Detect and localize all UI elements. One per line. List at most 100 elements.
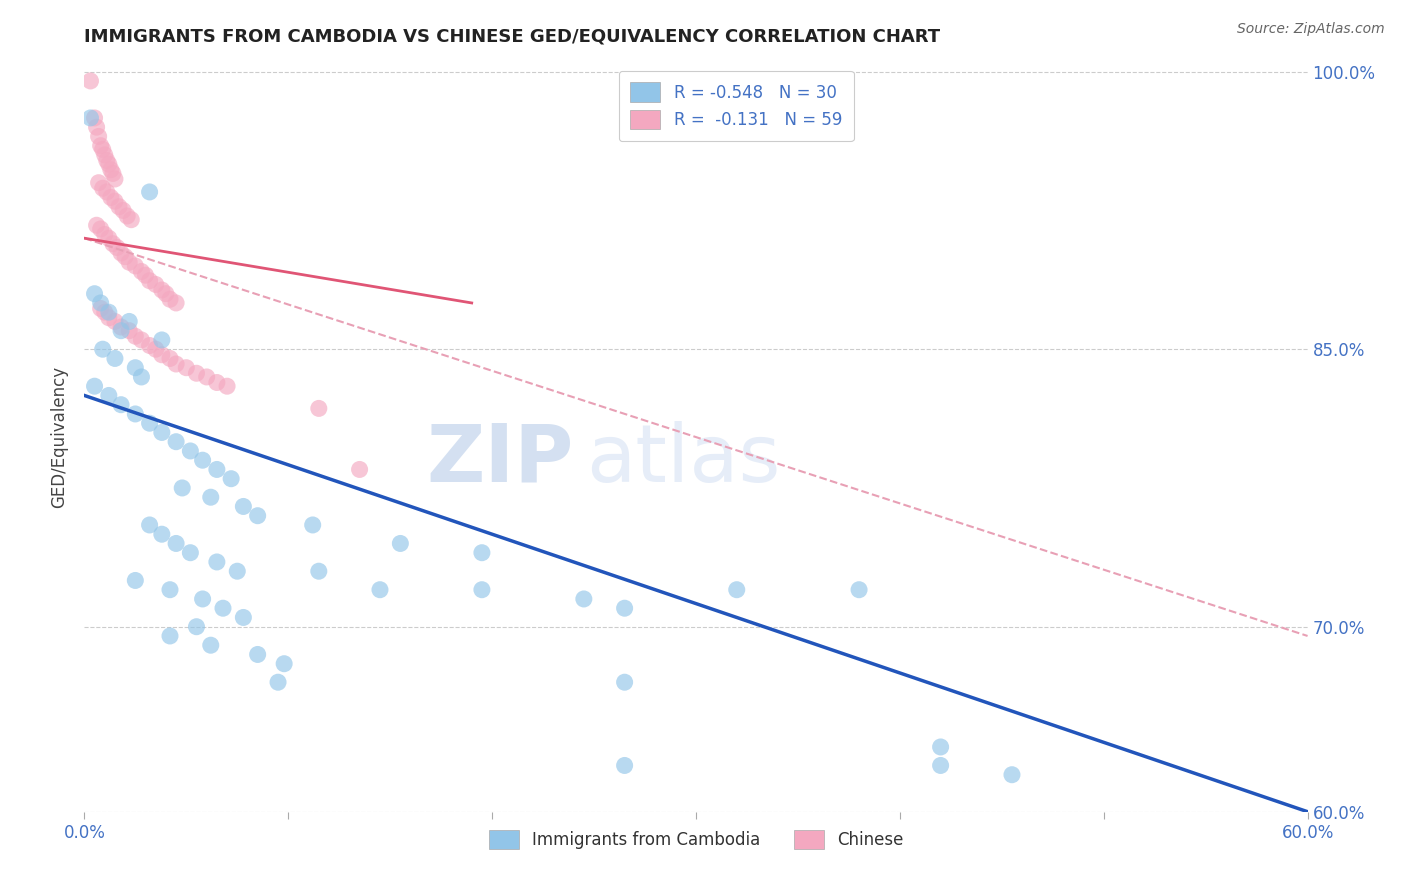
Point bbox=[155, 286, 177, 301]
Point bbox=[145, 342, 167, 356]
Point bbox=[165, 434, 187, 449]
Point bbox=[138, 518, 160, 533]
Point bbox=[232, 500, 254, 514]
Point bbox=[613, 675, 636, 690]
Point bbox=[150, 333, 173, 347]
Point bbox=[110, 320, 132, 334]
Point bbox=[91, 181, 114, 195]
Point bbox=[112, 203, 135, 218]
Point bbox=[267, 675, 290, 690]
Point bbox=[572, 591, 595, 606]
Point bbox=[179, 444, 201, 458]
Point bbox=[150, 425, 173, 440]
Point bbox=[124, 259, 146, 273]
Point bbox=[159, 629, 181, 643]
Point bbox=[246, 508, 269, 523]
Point bbox=[138, 185, 160, 199]
Point bbox=[91, 342, 114, 356]
Point bbox=[186, 366, 208, 380]
Point bbox=[308, 401, 330, 416]
Point bbox=[118, 314, 141, 328]
Point bbox=[101, 166, 124, 180]
Point bbox=[135, 268, 157, 283]
Point bbox=[389, 536, 412, 550]
Point bbox=[217, 379, 239, 393]
Point bbox=[83, 111, 105, 125]
Point bbox=[205, 555, 228, 569]
Point bbox=[200, 490, 222, 504]
Point bbox=[97, 305, 120, 319]
Text: IMMIGRANTS FROM CAMBODIA VS CHINESE GED/EQUIVALENCY CORRELATION CHART: IMMIGRANTS FROM CAMBODIA VS CHINESE GED/… bbox=[84, 28, 941, 45]
Point bbox=[101, 236, 124, 251]
Point bbox=[110, 246, 132, 260]
Point bbox=[104, 194, 127, 209]
Point bbox=[114, 250, 136, 264]
Point bbox=[83, 286, 105, 301]
Point bbox=[100, 190, 122, 204]
Point bbox=[165, 296, 187, 310]
Point bbox=[86, 120, 108, 135]
Point bbox=[246, 648, 269, 662]
Point bbox=[191, 453, 214, 467]
Point bbox=[104, 314, 127, 328]
Point bbox=[226, 564, 249, 578]
Point bbox=[93, 148, 115, 162]
Point bbox=[90, 138, 112, 153]
Point bbox=[120, 212, 142, 227]
Point bbox=[165, 357, 187, 371]
Point bbox=[97, 388, 120, 402]
Point bbox=[613, 758, 636, 772]
Point bbox=[205, 462, 228, 476]
Point bbox=[110, 398, 132, 412]
Point bbox=[93, 305, 115, 319]
Point bbox=[90, 296, 112, 310]
Point bbox=[613, 601, 636, 615]
Point bbox=[191, 591, 214, 606]
Point bbox=[145, 277, 167, 292]
Point bbox=[150, 527, 173, 541]
Point bbox=[87, 129, 110, 144]
Point bbox=[90, 222, 112, 236]
Point bbox=[301, 518, 323, 533]
Point bbox=[159, 582, 181, 597]
Point bbox=[308, 564, 330, 578]
Point bbox=[104, 172, 127, 186]
Text: Source: ZipAtlas.com: Source: ZipAtlas.com bbox=[1237, 22, 1385, 37]
Point bbox=[104, 351, 127, 366]
Point bbox=[131, 333, 153, 347]
Point bbox=[929, 739, 952, 754]
Point bbox=[83, 379, 105, 393]
Point bbox=[100, 162, 122, 177]
Point bbox=[108, 200, 131, 214]
Point bbox=[186, 620, 208, 634]
Point bbox=[110, 324, 132, 338]
Point bbox=[212, 601, 235, 615]
Point bbox=[115, 209, 138, 223]
Point bbox=[118, 255, 141, 269]
Point bbox=[219, 472, 242, 486]
Text: ZIP: ZIP bbox=[426, 420, 574, 499]
Point bbox=[97, 310, 120, 325]
Point bbox=[725, 582, 748, 597]
Point bbox=[79, 111, 101, 125]
Point bbox=[174, 360, 197, 375]
Point bbox=[165, 536, 187, 550]
Point bbox=[96, 185, 118, 199]
Point bbox=[471, 546, 494, 560]
Point bbox=[150, 283, 173, 297]
Text: atlas: atlas bbox=[586, 420, 780, 499]
Point bbox=[179, 546, 201, 560]
Point bbox=[848, 582, 870, 597]
Point bbox=[124, 574, 146, 588]
Point bbox=[118, 324, 141, 338]
Point bbox=[138, 416, 160, 430]
Point bbox=[97, 231, 120, 245]
Point bbox=[86, 219, 108, 233]
Point bbox=[131, 264, 153, 278]
Point bbox=[273, 657, 295, 671]
Point bbox=[96, 153, 118, 168]
Point bbox=[105, 240, 128, 254]
Point bbox=[93, 227, 115, 242]
Point bbox=[150, 348, 173, 362]
Point bbox=[131, 370, 153, 384]
